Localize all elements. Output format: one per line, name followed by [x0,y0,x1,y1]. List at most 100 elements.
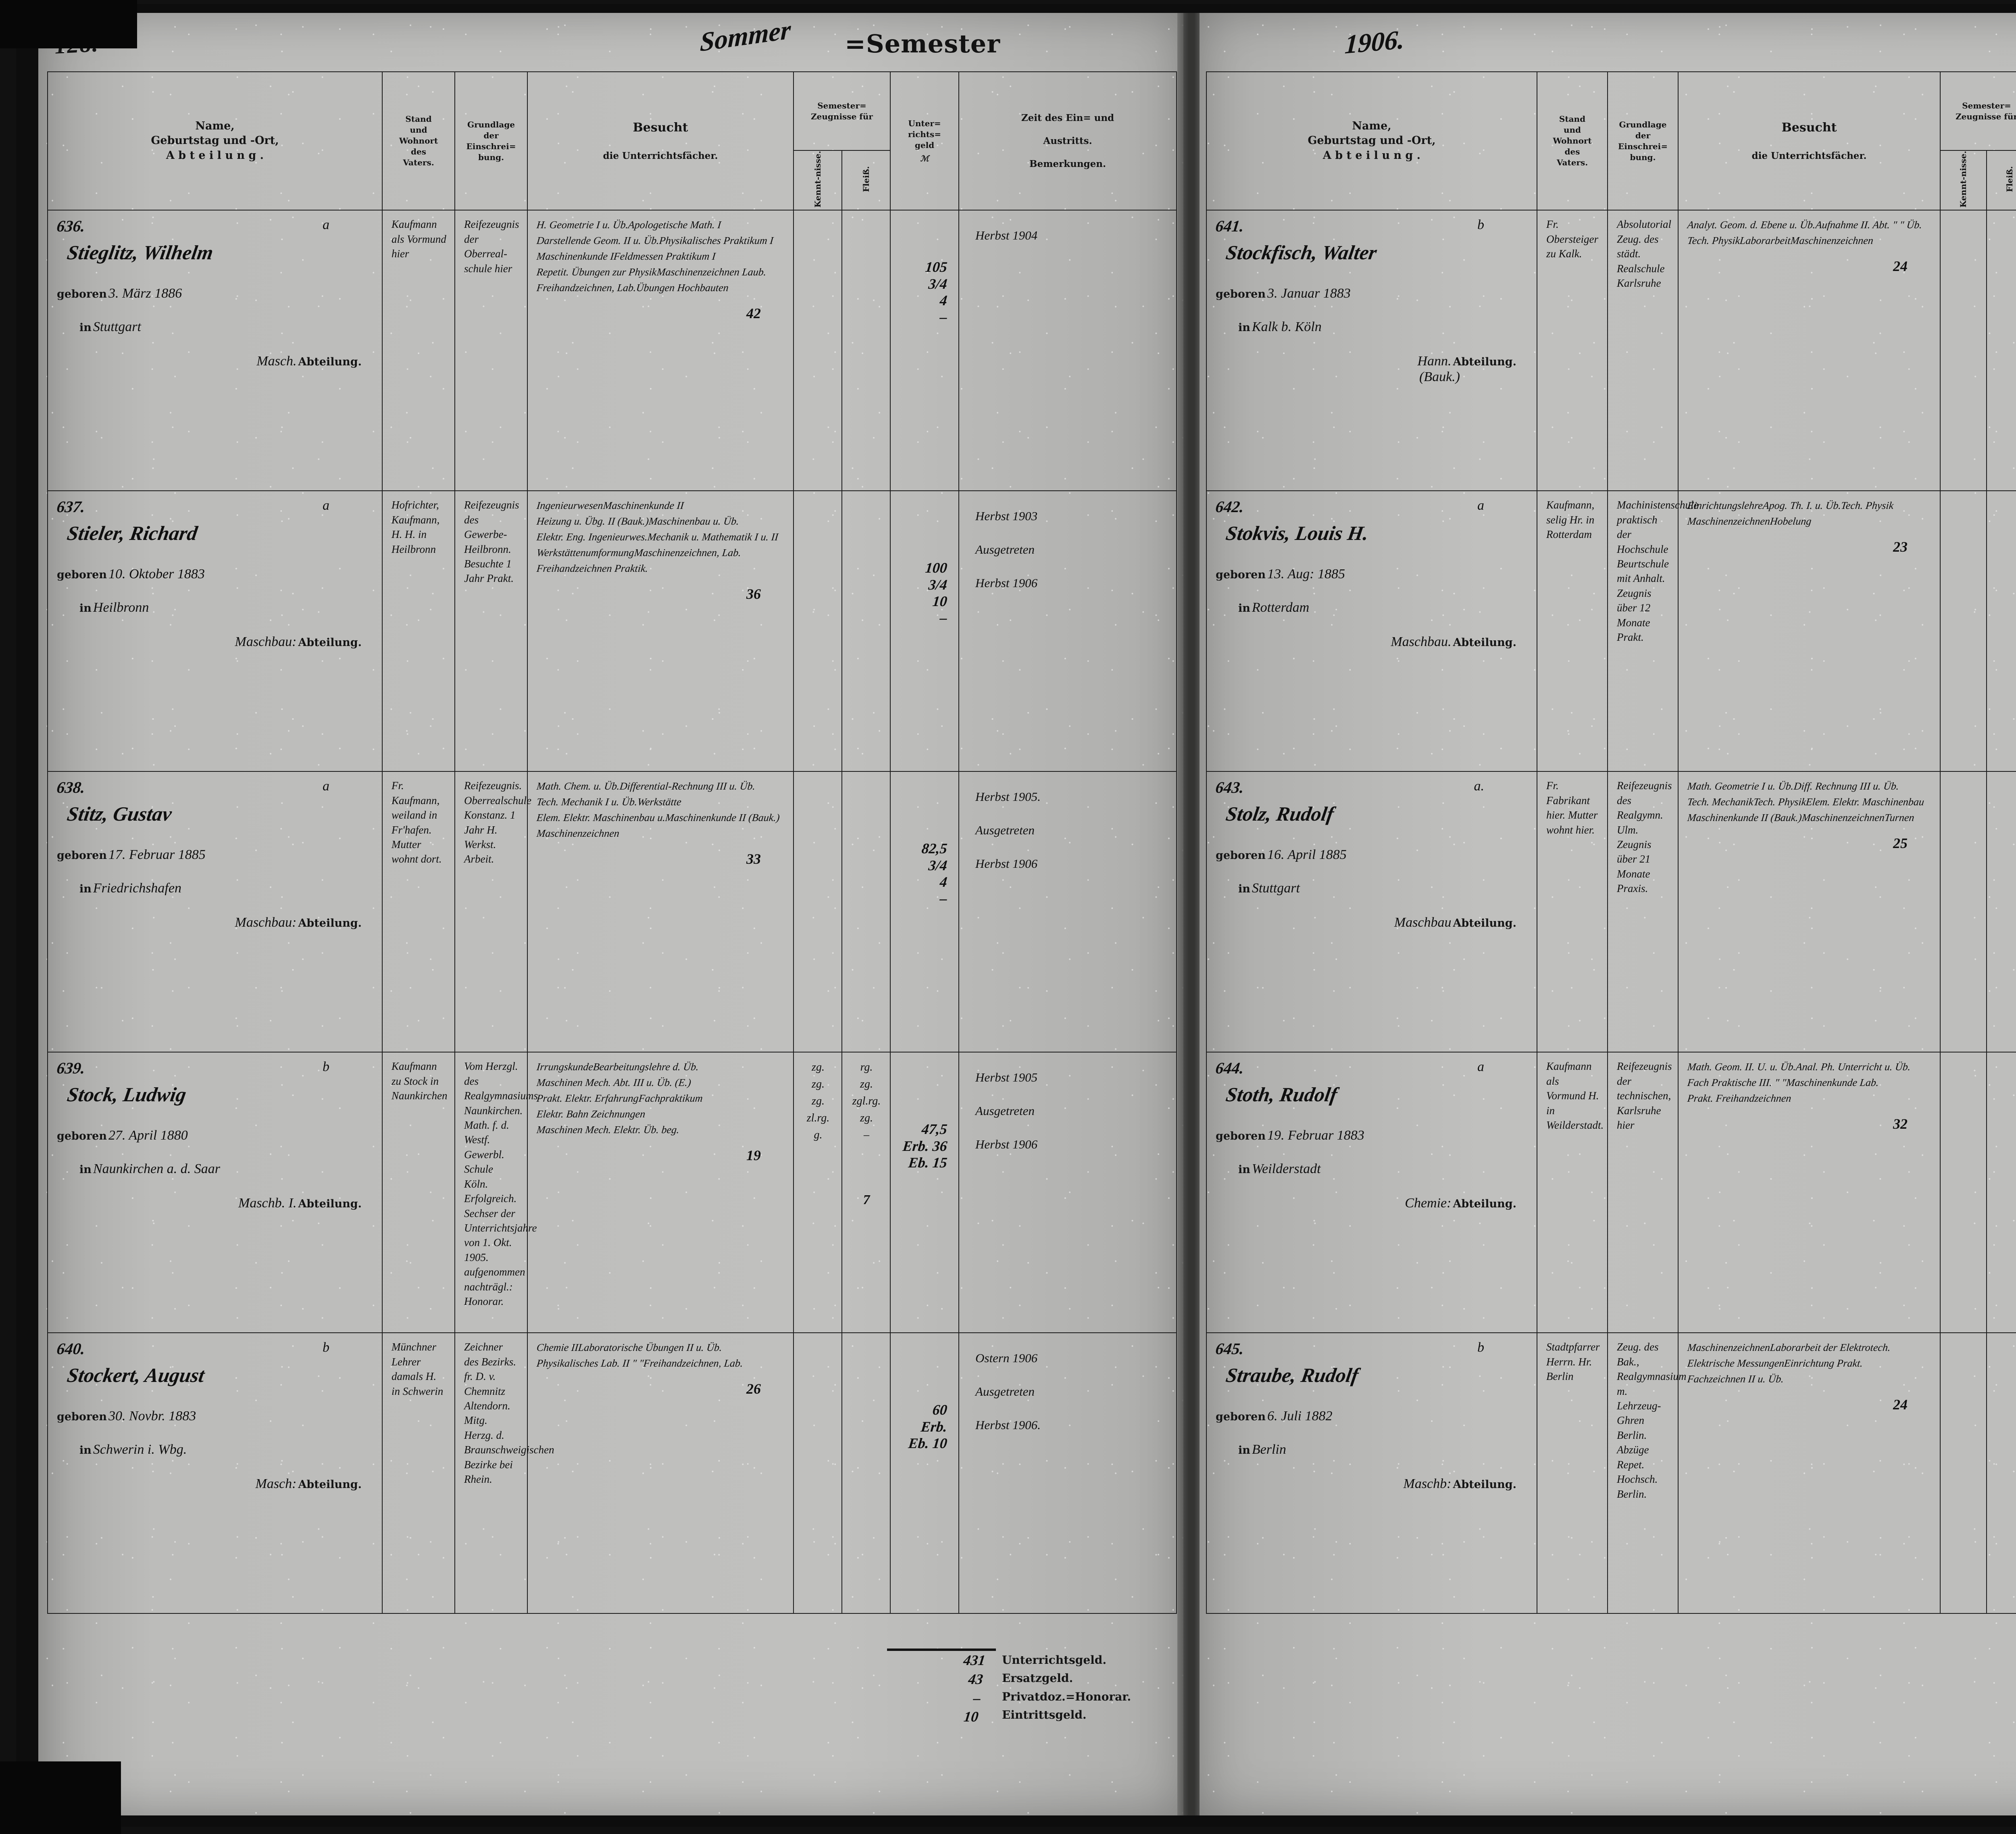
subject-count: 33 [746,851,761,867]
subject-line: Maschinen Mech. Elektr. Üb. beg. [536,1124,680,1136]
subject-line: Darstellende Geom. II u. Üb. [536,235,660,247]
entry-abteilung-letter: a [323,217,329,233]
student-name: Stitz, Gustav [65,802,173,825]
subject-line: Maschinenzeichnen Laub. [656,266,767,278]
department: Hann. [1417,353,1452,369]
cell-kenntnisse [1940,490,1987,772]
cell-grundlage: Zeug. des Bak., Realgymnasium m. Lehrzeu… [1607,1332,1686,1614]
year-handwritten: 1906. [1344,25,1406,60]
subject-line: Maschinenkunde II (Bauk.) [1687,812,1803,824]
cell-subjects: Math. Geometrie I u. Üb.Diff. Rechnung I… [1678,771,1941,1053]
fee-value: 3/4 [927,576,948,593]
subject-line: Elektr. Eng. Ingenieurwes. [536,531,648,543]
col-header-name: Name, Geburtstag und -Ort, A b t e i l u… [47,71,383,211]
entry-abteilung-letter: a [1477,498,1484,513]
entry-number: 643. [1214,778,1245,797]
cell-name: 636. a Stieglitz, Wilhelm geboren 3. März 1… [47,210,383,492]
subject-line: Apog. Th. I. u. Üb. [1762,500,1842,512]
ledger-row: 636. a Stieglitz, Wilhelm geboren 3. März 1… [47,210,1177,492]
total-value: – [972,1690,982,1706]
birth-date: 19. Februar 1883 [1267,1127,1364,1143]
cell-father-stand: Hofrichter, Kaufmann, H. H. in Heilbronn [382,490,455,772]
fee-value: Eb. 10 [907,1435,948,1452]
cell-name: 639. b Stock, Ludwig geboren 27. April 1880… [47,1052,383,1334]
entry-number: 642. [1214,498,1245,516]
remark-line: Ausgetreten [975,1104,1035,1118]
subject-line: Freihandzeichnen, Lab. [536,282,637,294]
cell-grundlage: Absolutorial Zeug. des städt. Realschule… [1607,210,1679,492]
subject-line: Fach Praktische III. " " [1687,1077,1787,1089]
birth-date: 16. April 1885 [1267,847,1347,862]
student-name: Stolz, Rudolf [1224,802,1336,825]
subject-line: Maschinenkunde II (Bauk.) [664,812,781,824]
fee-value: Erb. [920,1418,948,1435]
fee-value: 100 [924,560,948,576]
birth-place: Kalk b. Köln [1252,319,1322,334]
col-header-zeugnisse-right: Semester= Zeugnisse für [1939,71,2016,151]
remark-line: Ostern 1906 [975,1351,1038,1365]
col-header-kenntnisse: Kennt-nisse. [793,150,842,211]
entry-abteilung-letter: a [323,779,329,794]
fee-value: 4 [939,874,948,890]
subject-line: Maschinenzeichnen [1801,812,1885,824]
subject-line: Math. Geom. II. U. u. Üb. [1687,1061,1797,1073]
cell-subjects: EinrichtungslehreApog. Th. I. u. Üb.Tech… [1678,490,1941,772]
subject-count: 24 [1893,1396,1908,1413]
cell-unterrichtsgeld: 47,5 Erb. 36 Eb. 15 [890,1052,960,1334]
grundlage-text: Absolutorial Zeug. des städt. Realschule… [1617,218,1672,289]
cell-name: 643. a. Stolz, Rudolf geboren 16. April 188… [1206,771,1537,1053]
cell-father-stand: Münchner Lehrer damals H. in Schwerin [382,1332,455,1614]
total-label: Unterrichtsgeld. [1002,1653,1107,1667]
subject-line: Tech. Physik [1840,500,1895,512]
birth-date: 27. April 1880 [108,1127,188,1143]
fee-value: 3/4 [927,857,948,873]
col-header-stand: Stand und Wohnort des Vaters. [382,71,455,211]
col-header-fleiss: Fleiß. [841,150,891,211]
cell-fleiss: rg. zg. zgl.rg. zg. – 7 [841,1052,891,1334]
total-label: Ersatzgeld. [1002,1671,1073,1685]
ledger-row: 643. a. Stolz, Rudolf geboren 16. April 188… [1206,771,2016,1053]
cell-subjects: Analyt. Geom. d. Ebene u. Üb.Aufnahme II… [1678,210,1941,492]
grade-fleiss: zg. [860,1078,873,1091]
ledger-row: 637. a Stieler, Richard geboren 10. Oktober… [47,490,1177,772]
cell-unterrichtsgeld: 105 3/4 4– [890,210,960,492]
fee-value: 10 [931,593,948,610]
cell-fleiss [841,1332,891,1614]
birth-place: Naunkirchen a. d. Saar [93,1161,220,1176]
col-header-stand-right: Stand und Wohnort des Vaters. [1537,71,1608,211]
student-name: Stokvis, Louis H. [1224,522,1370,545]
entry-number: 639. [56,1059,86,1077]
subject-line: Elektrische Messungen [1687,1357,1785,1369]
cell-kenntnisse [1940,1052,1987,1334]
subject-line: Diff. Rechnung III u. Üb. [1793,780,1899,792]
department: Maschbau: [235,915,297,930]
cell-grundlage: Zeichner des Bezirks. fr. D. v. Chemnitz… [454,1332,554,1614]
subject-line: Physikalisches Praktikum I [658,235,774,247]
entry-number: 644. [1214,1059,1245,1077]
department: Maschb. I. [238,1195,297,1211]
left-totals-values: 431 43 – 10 [885,1651,987,1726]
subject-count: 23 [1893,539,1908,555]
subject-line: Prakt. Elektr. Erfahrung [536,1092,639,1105]
grade-fleiss: zgl.rg. [852,1095,881,1108]
grundlage-text: Reifezeugnis des Gewerbe- Heilbronn. Bes… [464,499,519,585]
cell-grundlage: Vom Herzgl. des Realgymnasiums Naunkirch… [454,1052,538,1334]
cell-kenntnisse [1940,771,1987,1053]
entry-number: 641. [1214,217,1245,236]
entry-number: 636. [56,217,86,236]
remark-line: Ausgetreten [975,1384,1035,1399]
cell-remarks: Herbst 1904 [958,210,1177,492]
subject-line: Repetit. Übungen zur Physik [536,266,658,278]
subject-line: Freihandzeichnen Praktik. [536,563,649,575]
fee-value: Eb. 15 [907,1155,948,1171]
department: Masch. [256,353,297,369]
father-stand-text: Stadtpfarrer Herrn. Hr. Berlin [1546,1341,1600,1383]
fee-value: 3/4 [927,275,948,292]
remark-line: Herbst 1905. [975,790,1041,804]
col-header-name-right: Name, Geburtstag und -Ort, A b t e i l u… [1206,71,1537,211]
subject-line: Laboratorische Übungen II u. Üb. [577,1342,723,1354]
col-header-besucht: Besucht die Unterrichtsfächer. [527,71,794,211]
subject-line: Werkstättenumformung [536,547,635,559]
cell-remarks: Ostern 1906 Ausgetreten Herbst 1906. [958,1332,1177,1614]
ledger-row: 639. b Stock, Ludwig geboren 27. April 1880… [47,1052,1177,1334]
